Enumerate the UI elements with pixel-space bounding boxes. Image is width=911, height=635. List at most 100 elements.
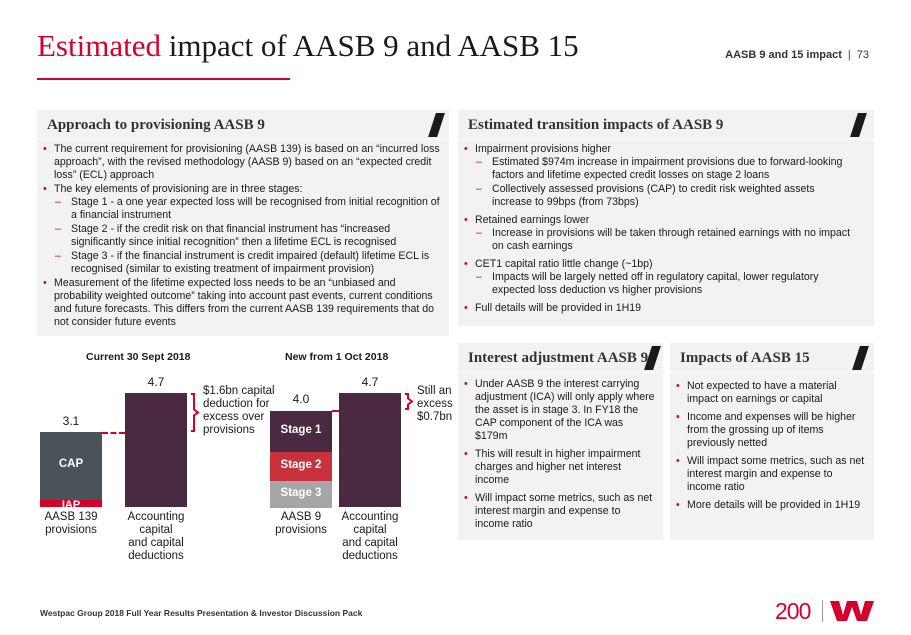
title-rest: impact of AASB 9 and AASB 15: [160, 28, 579, 63]
annotation-right: Still an excess $0.7bn: [417, 385, 453, 424]
chart-title-current: Current 30 Sept 2018: [86, 351, 191, 363]
annotation-line: Still an: [417, 385, 452, 397]
bullet-text: CET1 capital ratio little change (~1bp): [475, 258, 653, 270]
sub-bullet-item: Increase in provisions will be taken thr…: [475, 227, 853, 253]
bar-segment-label: Stage 3: [280, 486, 322, 499]
bullet-item: Measurement of the lifetime expected los…: [37, 277, 442, 329]
sub-bullet-item: Impacts will be largely netted off in re…: [475, 271, 853, 297]
annotation-line: $0.7bn: [417, 411, 453, 423]
category-label-line: AASB 9: [280, 511, 322, 523]
title-accent: Estimated: [37, 28, 161, 63]
section-label: AASB 9 and 15 impact: [725, 49, 842, 61]
connector-dashed-line: [102, 432, 125, 434]
interest-panel-header: Interest adjustment AASB 9: [458, 343, 663, 373]
bar-segment-label: CAP: [58, 458, 84, 470]
bullet-text: The current requirement for provisioning…: [54, 143, 440, 181]
annotation-line: excess over: [203, 411, 265, 423]
bullet-text: Measurement of the lifetime expected los…: [54, 277, 435, 328]
heading-slash-icon: [850, 113, 867, 137]
annotation-line: $1.6bn capital: [203, 385, 275, 397]
approach-panel: Approach to provisioning AASB 9 The curr…: [37, 110, 449, 336]
transition-bullet-list: Impairment provisions higherEstimated $9…: [458, 143, 853, 320]
bullet-text: Impairment provisions higher: [475, 143, 612, 155]
bullet-text: The key elements of provisioning are in …: [54, 183, 303, 195]
bullet-item: Under AASB 9 the interest carrying adjus…: [458, 378, 656, 443]
footer-text: Westpac Group 2018 Full Year Results Pre…: [40, 608, 363, 618]
approach-panel-header: Approach to provisioning AASB 9: [37, 110, 449, 140]
bullet-item: Impairment provisions higherEstimated $9…: [458, 143, 853, 209]
logo-divider: [822, 600, 823, 622]
bar-segment-stage-1: Stage 1: [270, 410, 332, 452]
category-label-line: capital: [353, 524, 387, 536]
westpac-w-icon: [830, 601, 874, 621]
bullet-item: More details will be provided in 1H19: [670, 499, 866, 512]
bullet-text: Full details will be provided in 1H19: [475, 302, 642, 314]
bar-accounting-capital: [339, 393, 401, 507]
sub-bullet-item: Stage 2 - if the credit risk on that fin…: [54, 223, 442, 249]
header-divider-line: [670, 372, 874, 373]
category-label: AASB 139 provisions: [31, 511, 111, 537]
bullet-item: Not expected to have a material impact o…: [670, 380, 866, 406]
heading-slash-icon: [852, 346, 869, 370]
annotation-line: provisions: [203, 424, 255, 436]
interest-panel: Interest adjustment AASB 9 Under AASB 9 …: [458, 343, 663, 540]
bullet-item: Retained earnings lowerIncrease in provi…: [458, 214, 853, 253]
bullet-item: Will impact some metrics, such as net in…: [670, 455, 866, 494]
page-number: 73: [856, 49, 869, 61]
category-label-line: AASB 139: [44, 511, 98, 523]
category-label-line: provisions: [275, 524, 327, 536]
transition-panel-header: Estimated transition impacts of AASB 9: [458, 110, 874, 140]
category-label-line: capital: [139, 524, 173, 536]
bullet-item: Full details will be provided in 1H19: [458, 302, 853, 315]
bar-segment-stage-3: Stage 3: [270, 480, 332, 508]
bullet-item: Will impact some metrics, such as net in…: [458, 492, 656, 531]
sub-bullet-item: Collectively assessed provisions (CAP) t…: [475, 183, 853, 209]
category-label-line: deductions: [342, 550, 398, 562]
category-label-line: and capital: [128, 537, 184, 549]
header-divider-line: [37, 139, 449, 140]
annotation-line: excess: [417, 398, 453, 410]
bar-segment-iap: IAP: [40, 499, 102, 511]
approach-panel-heading: Approach to provisioning AASB 9: [47, 117, 265, 133]
sub-bullet-list: Estimated $974m increase in impairment p…: [475, 156, 853, 209]
category-label-line: Accounting: [127, 511, 185, 523]
interest-panel-heading: Interest adjustment AASB 9: [468, 350, 649, 366]
sub-bullet-list: Stage 1 - a one year expected loss will …: [54, 196, 442, 276]
logo-200-text: 200: [775, 598, 811, 624]
bar-value-label: 4.7: [361, 375, 379, 389]
bar-value-label: 3.1: [62, 414, 80, 428]
chart-title-new: New from 1 Oct 2018: [285, 351, 389, 363]
brace-right-icon: [405, 393, 414, 410]
aasb15-panel-header: Impacts of AASB 15: [670, 343, 874, 373]
bar-value-label: 4.0: [292, 392, 310, 406]
bullet-item: This will result in higher impairment ch…: [458, 448, 656, 487]
bar-value-label: 4.7: [147, 375, 165, 389]
bar-segment-cap: CAP: [40, 432, 102, 500]
sub-bullet-item: Stage 3 - if the financial instrument is…: [54, 250, 442, 276]
category-label-line: provisions: [45, 524, 97, 536]
interest-bullet-list: Under AASB 9 the interest carrying adjus…: [458, 378, 656, 536]
annotation-left: $1.6bn capital deduction for excess over pr…: [203, 385, 275, 437]
aasb15-bullet-list: Not expected to have a material impact o…: [670, 380, 866, 517]
bar-segment-label: Stage 1: [280, 423, 322, 436]
aasb15-panel: Impacts of AASB 15 Not expected to have …: [670, 343, 874, 540]
bar-segment-label: IAP: [61, 499, 81, 511]
bullet-item: The current requirement for provisioning…: [37, 143, 442, 182]
section-header: AASB 9 and 15 impact | 73: [725, 49, 869, 61]
brace-left-icon: [191, 393, 200, 432]
aasb15-panel-heading: Impacts of AASB 15: [680, 350, 810, 366]
connector-dashed-line: [332, 410, 339, 412]
bar-segment-label: Stage 2: [280, 458, 322, 471]
title-underline: [37, 78, 290, 80]
approach-bullet-list: The current requirement for provisioning…: [37, 143, 442, 330]
header-divider-line: [458, 139, 874, 140]
bar-segment-stage-2: Stage 2: [270, 451, 332, 481]
sub-bullet-list: Impacts will be largely netted off in re…: [475, 271, 853, 297]
bullet-item: The key elements of provisioning are in …: [37, 183, 442, 276]
bullet-item: CET1 capital ratio little change (~1bp)I…: [458, 258, 853, 297]
header-divider: |: [847, 49, 851, 61]
category-label-line: Accounting: [341, 511, 399, 523]
sub-bullet-list: Increase in provisions will be taken thr…: [475, 227, 853, 253]
page-title: Estimated impact of AASB 9 and AASB 15: [37, 28, 579, 64]
transition-panel: Estimated transition impacts of AASB 9 I…: [458, 110, 874, 326]
